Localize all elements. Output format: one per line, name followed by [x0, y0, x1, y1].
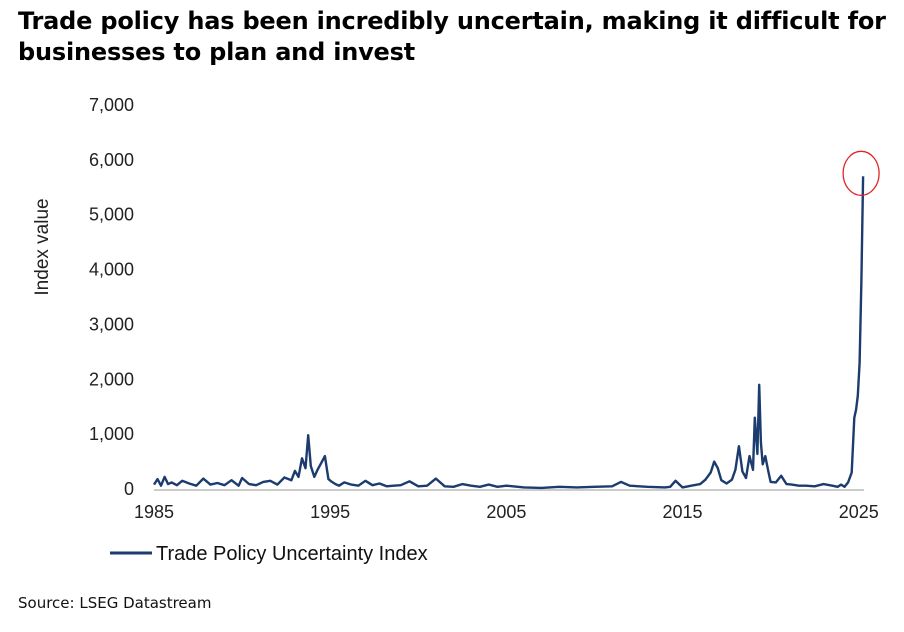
x-tick-label: 2015 [663, 502, 703, 522]
y-tick-label: 3,000 [89, 314, 134, 334]
y-tick-label: 4,000 [89, 260, 134, 280]
x-axis-ticks: 1985 1995 2005 2015 2025 [134, 502, 879, 522]
y-tick-label: 1,000 [89, 424, 134, 444]
x-tick-label: 1995 [310, 502, 350, 522]
x-tick-label: 2025 [839, 502, 879, 522]
chart-title: Trade policy has been incredibly uncerta… [18, 7, 886, 66]
y-tick-label: 5,000 [89, 205, 134, 225]
x-tick-label: 2005 [486, 502, 526, 522]
y-tick-label: 7,000 [89, 95, 134, 115]
y-axis-ticks: 0 1,000 2,000 3,000 4,000 5,000 6,000 7,000 [89, 95, 134, 499]
source-note: Source: LSEG Datastream [18, 594, 212, 612]
highlight-circle [842, 150, 880, 196]
y-tick-label: 2,000 [89, 369, 134, 389]
x-tick-label: 1985 [134, 502, 174, 522]
y-axis-title: Index value [32, 198, 53, 295]
y-tick-label: 6,000 [89, 150, 134, 170]
series-line-trade-policy-uncertainty-index [152, 176, 865, 490]
legend-label: Trade Policy Uncertainty Index [156, 543, 428, 565]
chart-area: 0 1,000 2,000 3,000 4,000 5,000 6,000 7,000 198… [32, 95, 880, 565]
y-tick-label: 0 [124, 479, 134, 499]
